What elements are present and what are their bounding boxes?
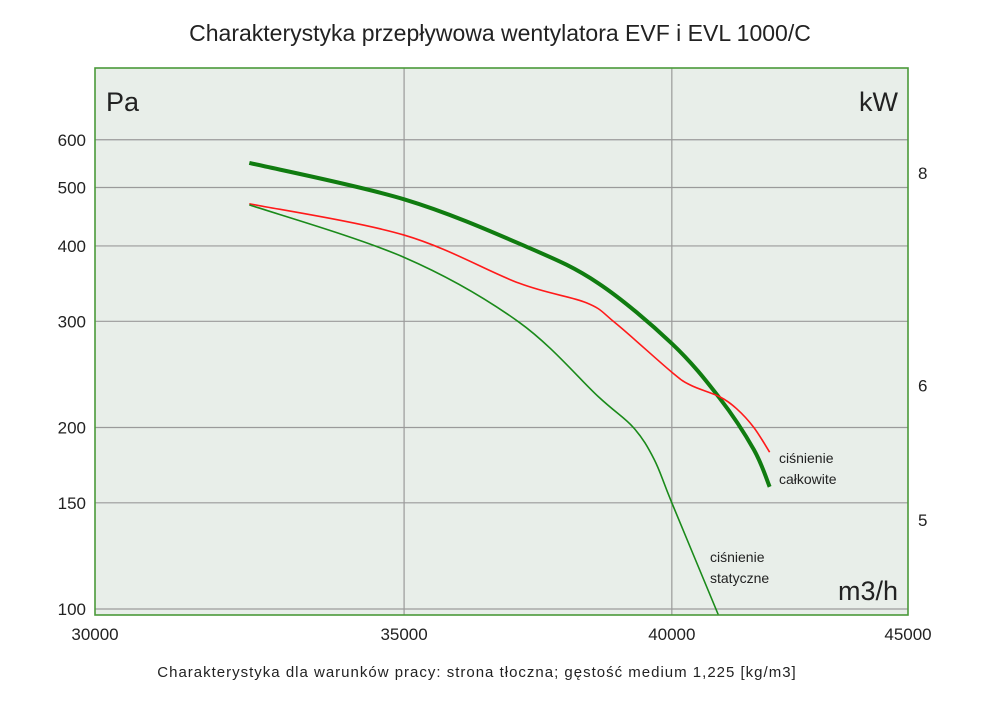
y-tick-left: 200 [58, 418, 86, 437]
footnote: Charakterystyka dla warunków pracy: stro… [157, 664, 796, 681]
series-group [248, 160, 772, 616]
annotation-static-pressure-1: ciśnienie [710, 549, 765, 565]
plot-area [95, 68, 908, 615]
x-axis-label: m3/h [838, 576, 898, 606]
tick-labels: 100 150 200 300 400 500 600 30000 35000 40000 4500… [58, 131, 932, 644]
y-tick-right: 6 [918, 376, 927, 395]
x-tick: 40000 [648, 625, 695, 644]
y-tick-left: 100 [58, 600, 86, 619]
x-tick: 35000 [380, 625, 427, 644]
series-line-0 [248, 160, 772, 488]
y-tick-left: 600 [58, 131, 86, 150]
plot-border [94, 67, 909, 616]
y-axis-left-label: Pa [106, 87, 140, 117]
x-tick: 30000 [71, 625, 118, 644]
annotation-total-pressure-1: ciśnienie [779, 450, 834, 466]
y-tick-left: 150 [58, 494, 86, 513]
y-tick-right: 5 [918, 511, 927, 530]
annotation-total-pressure-2: całkowite [779, 471, 837, 487]
y-tick-left: 300 [58, 312, 86, 331]
x-tick: 45000 [884, 625, 931, 644]
y-tick-left: 400 [58, 237, 86, 256]
series-line-1 [249, 202, 771, 453]
chart-title: Charakterystyka przepływowa wentylatora … [189, 20, 811, 46]
annotation-static-pressure-2: statyczne [710, 570, 769, 586]
y-axis-right-label: kW [859, 87, 899, 117]
y-tick-right: 8 [918, 164, 927, 183]
series-line-2 [249, 204, 720, 616]
y-tick-left: 500 [58, 179, 86, 198]
